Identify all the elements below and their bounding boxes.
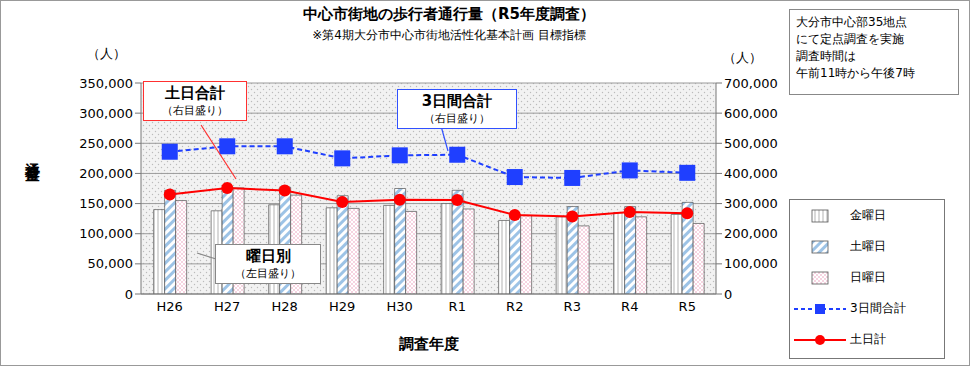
html-text:日曜日: 日曜日 — [850, 270, 886, 284]
svg-text:H26: H26 — [157, 299, 183, 314]
svg-text:350,000: 350,000 — [79, 76, 133, 91]
svg-text:R2: R2 — [506, 299, 523, 314]
svg-text:H30: H30 — [387, 299, 413, 314]
svg-text:250,000: 250,000 — [79, 136, 133, 151]
svg-text:300,000: 300,000 — [724, 196, 778, 211]
html-text:通行量: 通行量 — [24, 151, 42, 157]
svg-text:200,000: 200,000 — [724, 226, 778, 241]
html-text:（人）: （人） — [87, 46, 126, 61]
svg-text:R1: R1 — [449, 299, 466, 314]
svg-text:700,000: 700,000 — [724, 76, 778, 91]
svg-text:500,000: 500,000 — [724, 136, 778, 151]
svg-text:200,000: 200,000 — [79, 166, 133, 181]
html-text:3日間合計: 3日間合計 — [421, 92, 493, 110]
html-text:（右目盛り）: （右目盛り） — [162, 104, 228, 117]
html-text:調査時間は: 調査時間は — [796, 49, 856, 63]
html-text:にて定点調査を実施: にて定点調査を実施 — [796, 32, 904, 46]
html-text:午前11時から午後7時: 午前11時から午後7時 — [796, 66, 915, 80]
html-text:金曜日: 金曜日 — [850, 208, 886, 222]
html-text:土日計: 土日計 — [850, 332, 886, 346]
svg-text:R4: R4 — [621, 299, 638, 314]
html-text:大分市中心部35地点: 大分市中心部35地点 — [796, 15, 908, 29]
svg-text:0: 0 — [724, 287, 732, 302]
html-text:曜日別: 曜日別 — [245, 247, 291, 265]
svg-text:50,000: 50,000 — [88, 256, 134, 271]
html-text:※第4期大分市中心市街地活性化基本計画 目標指標: ※第4期大分市中心市街地活性化基本計画 目標指標 — [312, 28, 586, 42]
html-text:土日合計: 土日合計 — [165, 84, 225, 102]
html-text:3日間合計: 3日間合計 — [850, 301, 906, 315]
svg-text:H27: H27 — [214, 299, 240, 314]
svg-text:R3: R3 — [564, 299, 581, 314]
svg-text:100,000: 100,000 — [724, 256, 778, 271]
html-text:中心市街地の歩行者通行量（R5年度調査）: 中心市街地の歩行者通行量（R5年度調査） — [303, 5, 595, 23]
svg-text:150,000: 150,000 — [79, 196, 133, 211]
html-text:（人）: （人） — [723, 50, 762, 65]
svg-text:H28: H28 — [272, 299, 298, 314]
html-text:土曜日: 土曜日 — [850, 239, 886, 253]
svg-text:600,000: 600,000 — [724, 106, 778, 121]
svg-text:100,000: 100,000 — [79, 226, 133, 241]
svg-text:H29: H29 — [329, 299, 355, 314]
svg-text:300,000: 300,000 — [79, 106, 133, 121]
html-text:（右目盛り）: （右目盛り） — [424, 112, 490, 125]
svg-text:400,000: 400,000 — [724, 166, 778, 181]
svg-text:0: 0 — [125, 287, 133, 302]
svg-text:R5: R5 — [679, 299, 696, 314]
html-text:調査年度: 調査年度 — [398, 335, 459, 353]
html-text:（左目盛り）: （左目盛り） — [235, 267, 301, 280]
